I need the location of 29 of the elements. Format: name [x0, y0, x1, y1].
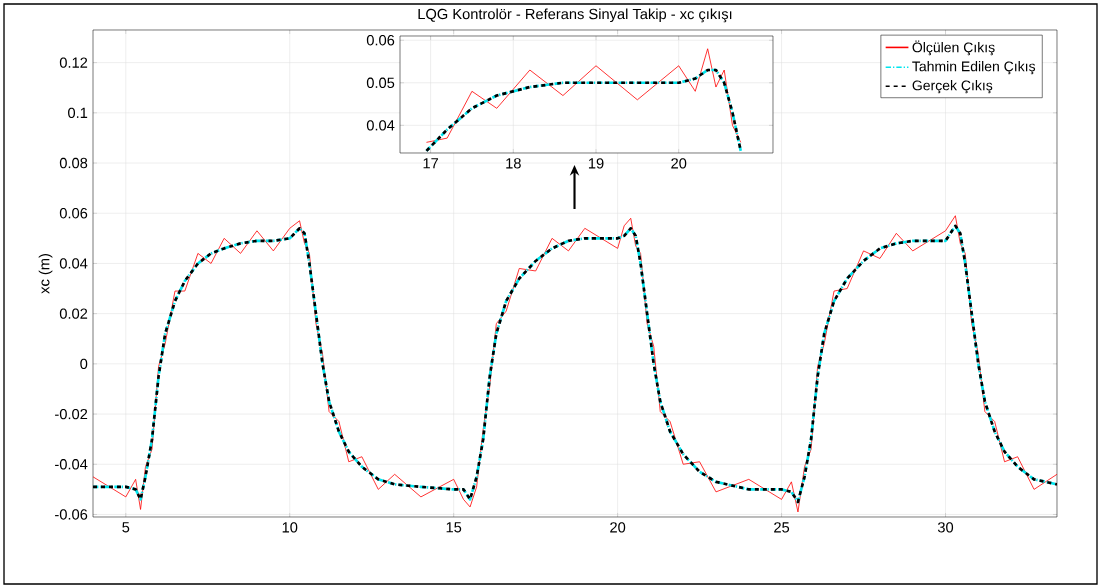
- y-tick-label: 0.04: [366, 120, 395, 131]
- x-tick-label: 18: [506, 158, 521, 169]
- y-tick-label: 0.04: [59, 258, 88, 269]
- x-tick-label: 17: [423, 158, 439, 169]
- y-tick-label: -0.02: [55, 408, 88, 420]
- legend-label: Tahmin Edilen Çıkış: [912, 61, 1036, 75]
- x-tick-label: 30: [937, 522, 954, 533]
- chart-title: LQG Kontrolör - Referans Sinyal Takip - xc çıkışı: [418, 8, 732, 23]
- y-tick-label: 0.06: [59, 208, 88, 219]
- x-tick-label: 19: [588, 158, 604, 169]
- y-tick-label: 0: [80, 358, 88, 370]
- x-tick-label: 20: [671, 158, 687, 169]
- x-tick-label: 25: [774, 522, 790, 533]
- legend-label: Gerçek Çıkış: [912, 80, 993, 94]
- y-tick-label: 0.1: [68, 107, 88, 119]
- y-tick-label: -0.04: [55, 459, 88, 470]
- x-tick-label: 10: [282, 522, 298, 533]
- y-tick-label: 0.12: [59, 57, 88, 68]
- y-tick-label: 0.02: [59, 308, 88, 319]
- x-tick-label: 20: [610, 522, 626, 533]
- legend-label: Ölçülen Çıkış: [912, 40, 995, 56]
- y-tick-label: -0.06: [55, 509, 88, 520]
- y-tick-label: 0.05: [366, 77, 395, 88]
- y-axis-title: xc (m): [38, 254, 53, 294]
- x-tick-label: 5: [122, 522, 130, 533]
- y-tick-label: 0.06: [366, 35, 395, 46]
- y-tick-label: 0.08: [59, 157, 88, 169]
- x-tick-label: 15: [446, 522, 462, 533]
- line-series: [426, 48, 742, 143]
